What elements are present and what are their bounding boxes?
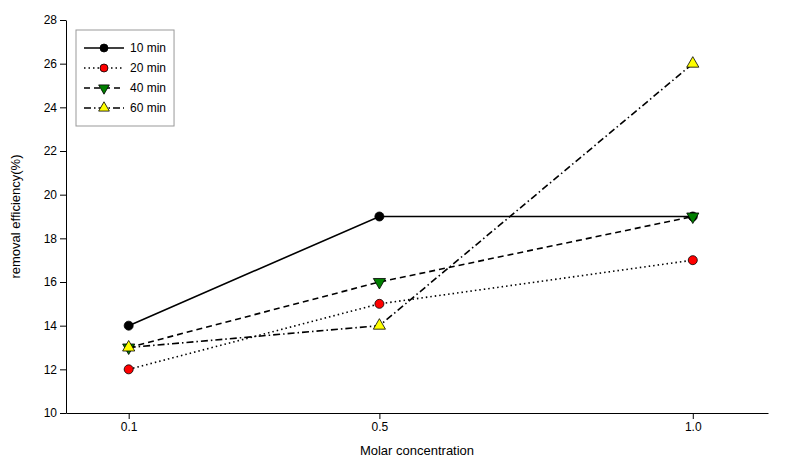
y-axis-tick: 20 — [44, 188, 66, 202]
x-axis-title: Molar concentration — [360, 443, 474, 458]
y-axis-tick-label: 10 — [44, 406, 58, 420]
y-axis-tick-mark — [60, 369, 66, 370]
x-axis: 0.1 0.5 1.0 — [67, 413, 769, 434]
marker — [124, 365, 133, 374]
legend: 10 min 20 min 40 min 60 min — [76, 30, 174, 126]
marker — [687, 57, 699, 68]
y-axis-tick-mark — [60, 238, 66, 239]
marker — [375, 212, 384, 221]
marks — [123, 57, 699, 374]
x-axis-tick: 0.5 — [372, 413, 389, 434]
y-axis-tick-label: 28 — [44, 13, 58, 27]
y-axis-tick: 16 — [44, 275, 66, 289]
x-axis-tick-label: 0.5 — [372, 420, 389, 434]
y-axis-tick-label: 22 — [44, 144, 58, 158]
y-axis-tick: 18 — [44, 232, 66, 246]
marker — [688, 256, 697, 265]
legend-label: 60 min — [130, 101, 166, 115]
legend-label: 40 min — [130, 81, 166, 95]
legend-marker — [99, 85, 110, 94]
y-axis-tick-mark — [60, 151, 66, 152]
legend-box — [76, 30, 174, 126]
y-axis-tick: 26 — [44, 57, 66, 71]
series — [124, 256, 697, 374]
y-axis-line — [66, 21, 67, 414]
y-axis-tick-label: 14 — [44, 319, 58, 333]
y-axis-title: removal efficiency(%) — [8, 154, 23, 278]
y-axis: 10 12 14 16 18 20 22 24 26 28 — [44, 13, 67, 420]
series-line — [129, 217, 693, 326]
series — [124, 212, 697, 330]
y-axis-tick: 28 — [44, 13, 66, 27]
marker — [687, 213, 699, 224]
y-axis-tick: 22 — [44, 144, 66, 158]
x-axis-tick: 0.1 — [121, 413, 138, 434]
y-axis-tick-mark — [60, 107, 66, 108]
x-axis-tick-mark — [379, 413, 380, 419]
x-axis-tick-label: 1.0 — [685, 420, 702, 434]
y-axis-tick-label: 26 — [44, 57, 58, 71]
marker — [373, 319, 385, 330]
series — [123, 213, 699, 355]
legend-label: 20 min — [130, 61, 166, 75]
y-axis-tick-mark — [60, 20, 66, 21]
series-line — [129, 64, 693, 348]
y-axis-tick-mark — [60, 64, 66, 65]
marker — [124, 321, 133, 330]
series-line — [129, 260, 693, 369]
y-axis-tick-label: 12 — [44, 363, 58, 377]
marker — [375, 299, 384, 308]
marker — [373, 278, 385, 289]
plot: 0.1 0.5 1.0 10 12 14 16 18 20 22 24 26 28 Molar conce… — [8, 13, 769, 458]
y-axis-tick-label: 24 — [44, 101, 58, 115]
y-axis-tick: 12 — [44, 363, 66, 377]
y-axis-tick-mark — [60, 326, 66, 327]
legend-marker — [100, 64, 108, 72]
y-axis-tick-label: 20 — [44, 188, 58, 202]
x-axis-tick-label: 0.1 — [121, 420, 138, 434]
y-axis-tick-mark — [60, 282, 66, 283]
y-axis-tick-mark — [60, 413, 66, 414]
legend-marker — [100, 44, 108, 52]
x-axis-tick-mark — [129, 413, 130, 419]
chart: 0.1 0.5 1.0 10 12 14 16 18 20 22 24 26 28 Molar conce… — [0, 0, 792, 469]
y-axis-tick-label: 18 — [44, 232, 58, 246]
y-axis-tick-label: 16 — [44, 275, 58, 289]
legend-label: 10 min — [130, 41, 166, 55]
x-axis-line — [67, 413, 769, 414]
series — [123, 57, 699, 351]
x-axis-tick-mark — [693, 413, 694, 419]
y-axis-tick: 14 — [44, 319, 66, 333]
legend-marker — [99, 102, 110, 111]
y-axis-tick: 10 — [44, 406, 66, 420]
y-axis-tick-mark — [60, 195, 66, 196]
marker — [123, 340, 135, 351]
x-axis-tick: 1.0 — [685, 413, 702, 434]
series-line — [129, 217, 693, 348]
y-axis-tick: 24 — [44, 101, 66, 115]
